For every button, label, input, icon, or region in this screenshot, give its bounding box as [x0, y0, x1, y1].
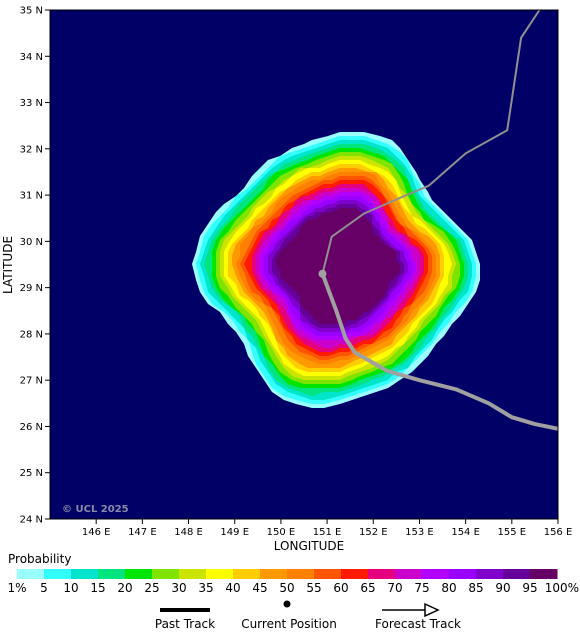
colorbar-segment	[341, 569, 369, 579]
colorbar-segment	[44, 569, 72, 579]
x-tick-label: 155 E	[498, 527, 527, 538]
colorbar-label: 90	[495, 581, 510, 595]
x-tick-label: 154 E	[451, 527, 480, 538]
x-tick-label: 146 E	[82, 527, 111, 538]
x-tick-label: 151 E	[313, 527, 342, 538]
forecast-track-label: Forecast Track	[375, 617, 461, 631]
colorbar-segment	[17, 569, 45, 579]
colorbar-label: 45	[252, 581, 267, 595]
colorbar-label: 25	[144, 581, 159, 595]
colorbar-label: 20	[117, 581, 132, 595]
legend-title: Probability	[8, 552, 71, 566]
plot-frame	[49, 9, 559, 520]
colorbar-segment	[368, 569, 396, 579]
colorbar-label: 5	[40, 581, 48, 595]
colorbar-segment	[476, 569, 504, 579]
past-track-label: Past Track	[155, 617, 215, 631]
colorbar-label: 70	[387, 581, 402, 595]
y-tick-label: 32 N	[20, 144, 43, 155]
x-tick-label: 147 E	[128, 527, 157, 538]
y-axis-title: LATITUDE	[1, 236, 15, 294]
colorbar-segment	[179, 569, 207, 579]
forecast-track-line	[321, 10, 541, 275]
probability-colorbar-labels: 1% 5 10 15 20 25 30 35 40 45 50 55 60 65 70 75 80 85 90 95 1…	[7, 581, 579, 595]
colorbar-label: 50	[279, 581, 294, 595]
colorbar-label: 10	[63, 581, 78, 595]
colorbar-label: 55	[306, 581, 321, 595]
colorbar-label: 60	[333, 581, 348, 595]
x-tick-label: 152 E	[359, 527, 388, 538]
colorbar-label: 30	[171, 581, 186, 595]
colorbar-segment	[260, 569, 288, 579]
colorbar-segment	[98, 569, 126, 579]
colorbar-segment	[395, 569, 423, 579]
colorbar-segment	[206, 569, 234, 579]
colorbar-label: 35	[198, 581, 213, 595]
current-position-marker	[318, 269, 327, 278]
x-tick-label: 156 E	[544, 527, 573, 538]
probability-ring	[276, 208, 400, 324]
colorbar-label: 15	[90, 581, 105, 595]
x-tick-label: 148 E	[174, 527, 203, 538]
colorbar-label: 80	[441, 581, 456, 595]
current-position-symbol	[283, 600, 291, 608]
colorbar-segment	[503, 569, 531, 579]
probability-colorbar	[17, 569, 558, 579]
y-tick-label: 26 N	[20, 422, 43, 433]
x-axis: 146 E 147 E 148 E 149 E 150 E 151 E 152 E 153 E…	[82, 519, 572, 538]
y-tick-label: 25 N	[20, 468, 43, 479]
colorbar-segment	[530, 569, 558, 579]
colorbar-label: 75	[414, 581, 429, 595]
y-tick-label: 31 N	[20, 191, 43, 202]
colorbar-label: 40	[225, 581, 240, 595]
colorbar-segment	[233, 569, 261, 579]
colorbar-segment	[125, 569, 153, 579]
colorbar-segment	[314, 569, 342, 579]
colorbar-label: 95	[522, 581, 537, 595]
y-tick-label: 35 N	[20, 6, 43, 17]
colorbar-label: 65	[360, 581, 375, 595]
colorbar-segment	[287, 569, 315, 579]
colorbar-label: 1%	[7, 581, 26, 595]
y-axis: 24 N 25 N 26 N 27 N 28 N 29 N 30 N 31 N 32 N 33 N…	[20, 6, 50, 526]
x-tick-label: 149 E	[220, 527, 249, 538]
colorbar-segment	[422, 569, 450, 579]
y-tick-label: 33 N	[20, 98, 43, 109]
past-track-line	[320, 273, 558, 431]
x-tick-label: 153 E	[405, 527, 434, 538]
colorbar-label: 100%	[545, 581, 579, 595]
y-tick-label: 34 N	[20, 52, 43, 63]
x-axis-title: LONGITUDE	[274, 539, 344, 553]
colorbar-segment	[71, 569, 99, 579]
colorbar-segment	[152, 569, 180, 579]
colorbar-label: 85	[468, 581, 483, 595]
colorbar-segment	[449, 569, 477, 579]
track-layer	[318, 10, 558, 431]
x-tick-label: 150 E	[267, 527, 296, 538]
watermark: © UCL 2025	[62, 504, 129, 515]
forecast-arrow-head	[424, 602, 440, 618]
probability-rings	[192, 132, 480, 408]
y-tick-label: 30 N	[20, 237, 43, 248]
y-tick-label: 27 N	[20, 376, 43, 387]
y-tick-label: 29 N	[20, 283, 43, 294]
current-position-label: Current Position	[241, 617, 337, 631]
y-tick-label: 28 N	[20, 329, 43, 340]
y-tick-label: 24 N	[20, 515, 43, 526]
